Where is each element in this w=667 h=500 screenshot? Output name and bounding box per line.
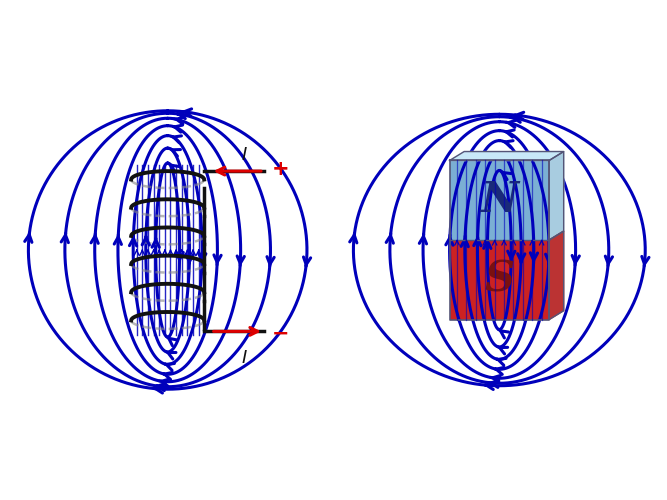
Bar [450, 240, 549, 320]
Polygon shape [450, 152, 564, 160]
Text: $I$: $I$ [241, 349, 247, 367]
Polygon shape [549, 231, 564, 320]
Text: S: S [484, 259, 514, 301]
Text: N: N [480, 180, 518, 222]
Polygon shape [549, 152, 564, 240]
Text: +: + [272, 158, 289, 178]
Bar [450, 160, 549, 240]
Text: $I$: $I$ [241, 146, 247, 164]
Text: −: − [272, 324, 289, 344]
